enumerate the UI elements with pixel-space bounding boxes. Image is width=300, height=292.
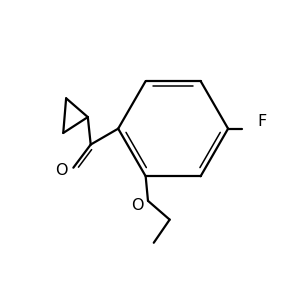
Text: O: O <box>56 163 68 178</box>
Text: O: O <box>131 198 143 213</box>
Text: F: F <box>257 114 266 129</box>
